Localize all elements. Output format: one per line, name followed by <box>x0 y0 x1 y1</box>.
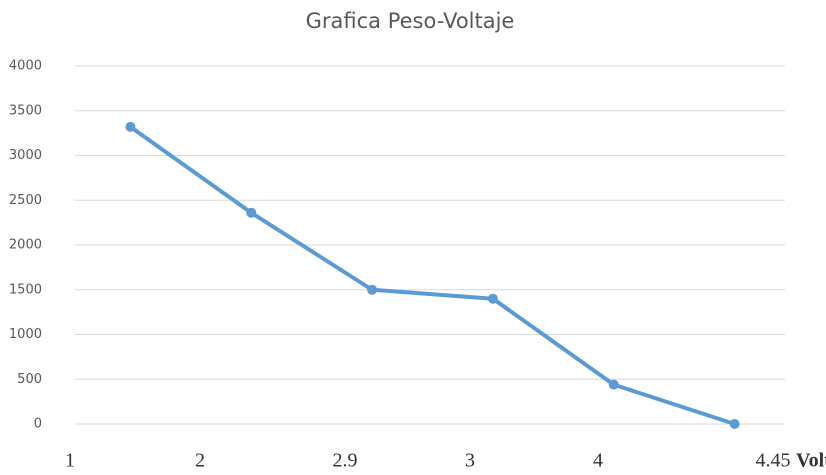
x-tick-label: 2 <box>195 450 205 472</box>
data-line <box>128 124 737 426</box>
y-tick-label: 2500 <box>9 193 42 208</box>
y-tick-label: 500 <box>17 372 42 387</box>
y-tick-label: 4000 <box>9 59 42 74</box>
y-tick-label: 1000 <box>9 327 42 342</box>
chart-title: Grafica Peso-Voltaje <box>306 9 515 33</box>
x-tick-label: 4 <box>593 450 603 472</box>
data-point <box>729 419 740 429</box>
x-tick-label: 2.9 <box>333 450 358 472</box>
x-tick-label: 1 <box>65 450 75 472</box>
x-tick-label: 3 <box>465 450 475 472</box>
data-point <box>246 207 257 218</box>
data-point <box>367 284 378 295</box>
x-axis-label: Volts <box>796 450 826 472</box>
y-tick-label: 2000 <box>9 238 42 253</box>
x-tick-label: 4.45 <box>756 450 791 472</box>
y-tick-label: 0 <box>34 417 42 432</box>
y-tick-label: 3500 <box>9 103 42 118</box>
data-point <box>125 121 136 132</box>
data-point <box>608 379 619 390</box>
y-tick-label: 1500 <box>9 282 42 297</box>
y-tick-label: 3000 <box>9 148 42 163</box>
data-point <box>487 293 498 304</box>
